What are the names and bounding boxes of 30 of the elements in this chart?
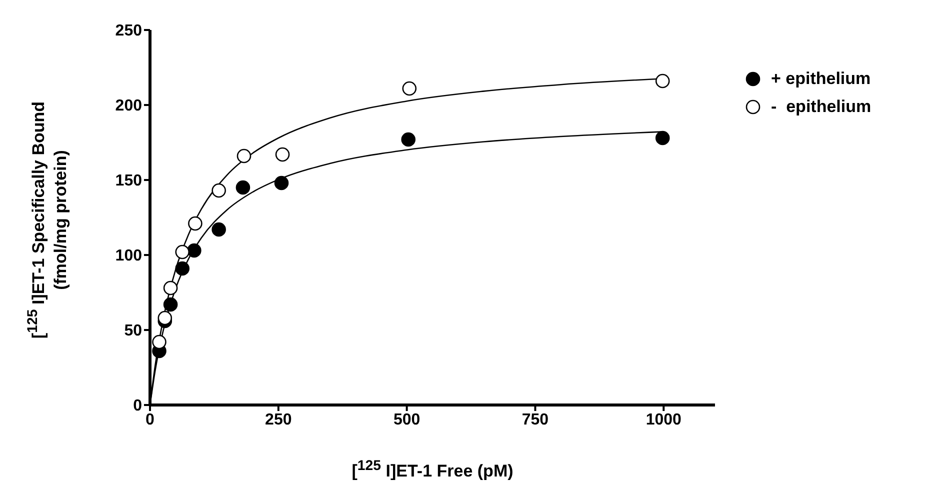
point [158,310,172,326]
point [163,280,178,296]
y-tick-label: 0 [133,398,142,415]
y-tick-label: 50 [124,322,142,340]
point [274,176,289,190]
point [163,297,178,312]
y-tick-label: 200 [115,98,142,115]
point [187,243,202,258]
x-tick-label: 0 [146,411,155,428]
y-tick-label: 150 [115,172,142,190]
point [175,261,190,276]
x-tick-label: 250 [265,411,292,428]
x-tick-label: 750 [522,411,549,428]
y-tick-label: 100 [115,248,142,265]
point [655,130,670,146]
point [401,132,416,147]
point [175,244,190,260]
x-tick-label: 500 [393,411,420,428]
point [212,222,226,237]
legend-label: + epithelium [771,69,871,89]
point [188,216,202,231]
point [236,148,252,164]
point [236,180,250,195]
x-axis-title: [$^{125}$ I]ET-1 Free (pM) [350,458,514,482]
point [152,334,166,350]
legend-label: - epithelium [771,97,872,117]
y-tick-label: 250 [115,22,142,40]
point [212,183,226,198]
point [655,74,670,88]
x-tick-label: 1000 [646,411,682,428]
